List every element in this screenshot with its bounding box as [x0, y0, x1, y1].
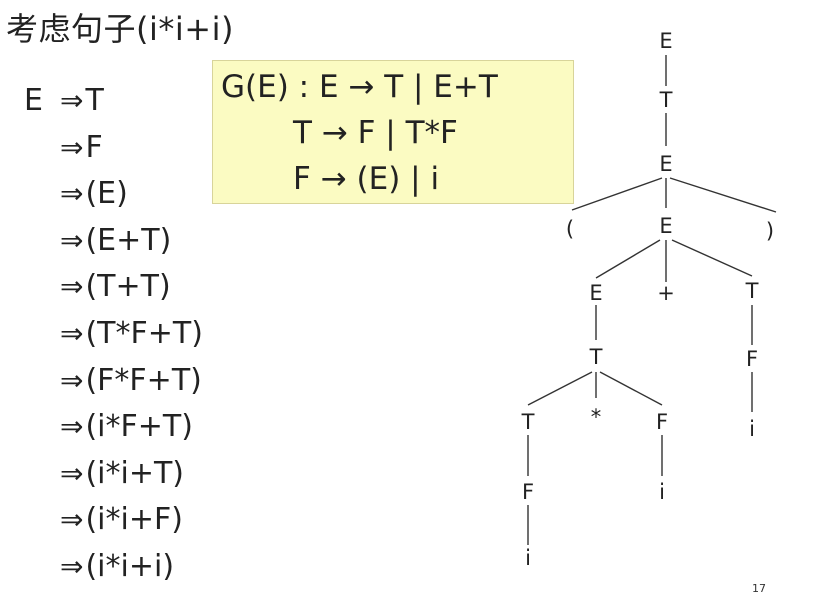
- derivation-sentential-form: (i*i+i): [85, 548, 175, 584]
- derivation-step: ⇒ (E+T): [24, 218, 203, 265]
- derivation-step: ⇒ (i*i+T): [24, 451, 203, 498]
- derivation-sentential-form: (T+T): [85, 269, 171, 305]
- derivation-sentential-form: (i*i+T): [85, 455, 185, 491]
- tree-node: i: [749, 417, 755, 441]
- tree-node: T: [659, 88, 673, 112]
- tree-node: E: [589, 281, 602, 305]
- tree-edge: [599, 371, 663, 406]
- tree-node: F: [656, 410, 668, 434]
- tree-node: *: [591, 405, 602, 429]
- grammar-box: G(E) : E → T | E+T T → F | T*F F → (E) |…: [212, 60, 574, 204]
- derivation-sequence: E ⇒ T ⇒ F ⇒ (E) ⇒ (E+T) ⇒ (T+T) ⇒ (T*F+T…: [24, 78, 203, 591]
- tree-node: ): [766, 219, 774, 243]
- grammar-rule-e: G(E) : E → T | E+T: [221, 69, 498, 105]
- derivation-start-symbol: E: [24, 83, 43, 118]
- tree-edge: [571, 177, 663, 211]
- tree-node: F: [746, 347, 758, 371]
- derivation-sentential-form: F: [85, 129, 103, 165]
- tree-edge: [671, 239, 753, 277]
- slide-title: 考虑句子(i*i+i): [6, 10, 234, 48]
- derives-arrow-icon: ⇒: [60, 130, 84, 164]
- derivation-step: ⇒ (T+T): [24, 264, 203, 311]
- derivation-step: ⇒ (E): [24, 171, 203, 218]
- grammar-rule-f: F → (E) | i: [293, 161, 440, 197]
- derivation-step: ⇒ F: [24, 125, 203, 172]
- tree-node-root: E: [659, 29, 672, 53]
- tree-edge: [527, 371, 593, 406]
- derivation-step: E ⇒ T: [24, 78, 203, 125]
- grammar-rule-t: T → F | T*F: [293, 115, 458, 151]
- derivation-sentential-form: (i*F+T): [85, 409, 193, 445]
- tree-node: +: [657, 281, 675, 305]
- tree-node: T: [745, 279, 759, 303]
- tree-node: E: [659, 152, 672, 176]
- derivation-sentential-form: (E): [85, 176, 128, 212]
- derives-arrow-icon: ⇒: [60, 456, 84, 490]
- derivation-sentential-form: (i*i+F): [85, 502, 183, 538]
- derivation-sentential-form: (F*F+T): [85, 362, 202, 398]
- derives-arrow-icon: ⇒: [60, 549, 84, 583]
- derivation-sentential-form: (E+T): [85, 222, 172, 258]
- derivation-step: ⇒ (i*F+T): [24, 404, 203, 451]
- tree-node: F: [522, 480, 534, 504]
- derives-arrow-icon: ⇒: [60, 84, 84, 117]
- derives-arrow-icon: ⇒: [60, 177, 84, 211]
- tree-node: E: [659, 214, 672, 238]
- tree-node: (: [566, 217, 574, 241]
- derives-arrow-icon: ⇒: [60, 223, 84, 257]
- derivation-sentential-form: (T*F+T): [85, 315, 203, 351]
- tree-edge: [595, 239, 661, 279]
- derives-arrow-icon: ⇒: [60, 410, 84, 444]
- derivation-sentential-form: T: [85, 83, 104, 118]
- tree-edge: [669, 177, 777, 213]
- tree-node: i: [525, 546, 531, 570]
- derives-arrow-icon: ⇒: [60, 270, 84, 304]
- tree-node: T: [589, 345, 603, 369]
- derives-arrow-icon: ⇒: [60, 503, 84, 537]
- derives-arrow-icon: ⇒: [60, 363, 84, 397]
- derivation-step: ⇒ (T*F+T): [24, 311, 203, 358]
- page-number: 17: [752, 582, 766, 595]
- derivation-step: ⇒ (i*i+F): [24, 497, 203, 544]
- tree-node: T: [521, 410, 535, 434]
- derivation-step: ⇒ (i*i+i): [24, 544, 203, 591]
- derives-arrow-icon: ⇒: [60, 316, 84, 350]
- tree-node: i: [659, 480, 665, 504]
- derivation-step: ⇒ (F*F+T): [24, 358, 203, 405]
